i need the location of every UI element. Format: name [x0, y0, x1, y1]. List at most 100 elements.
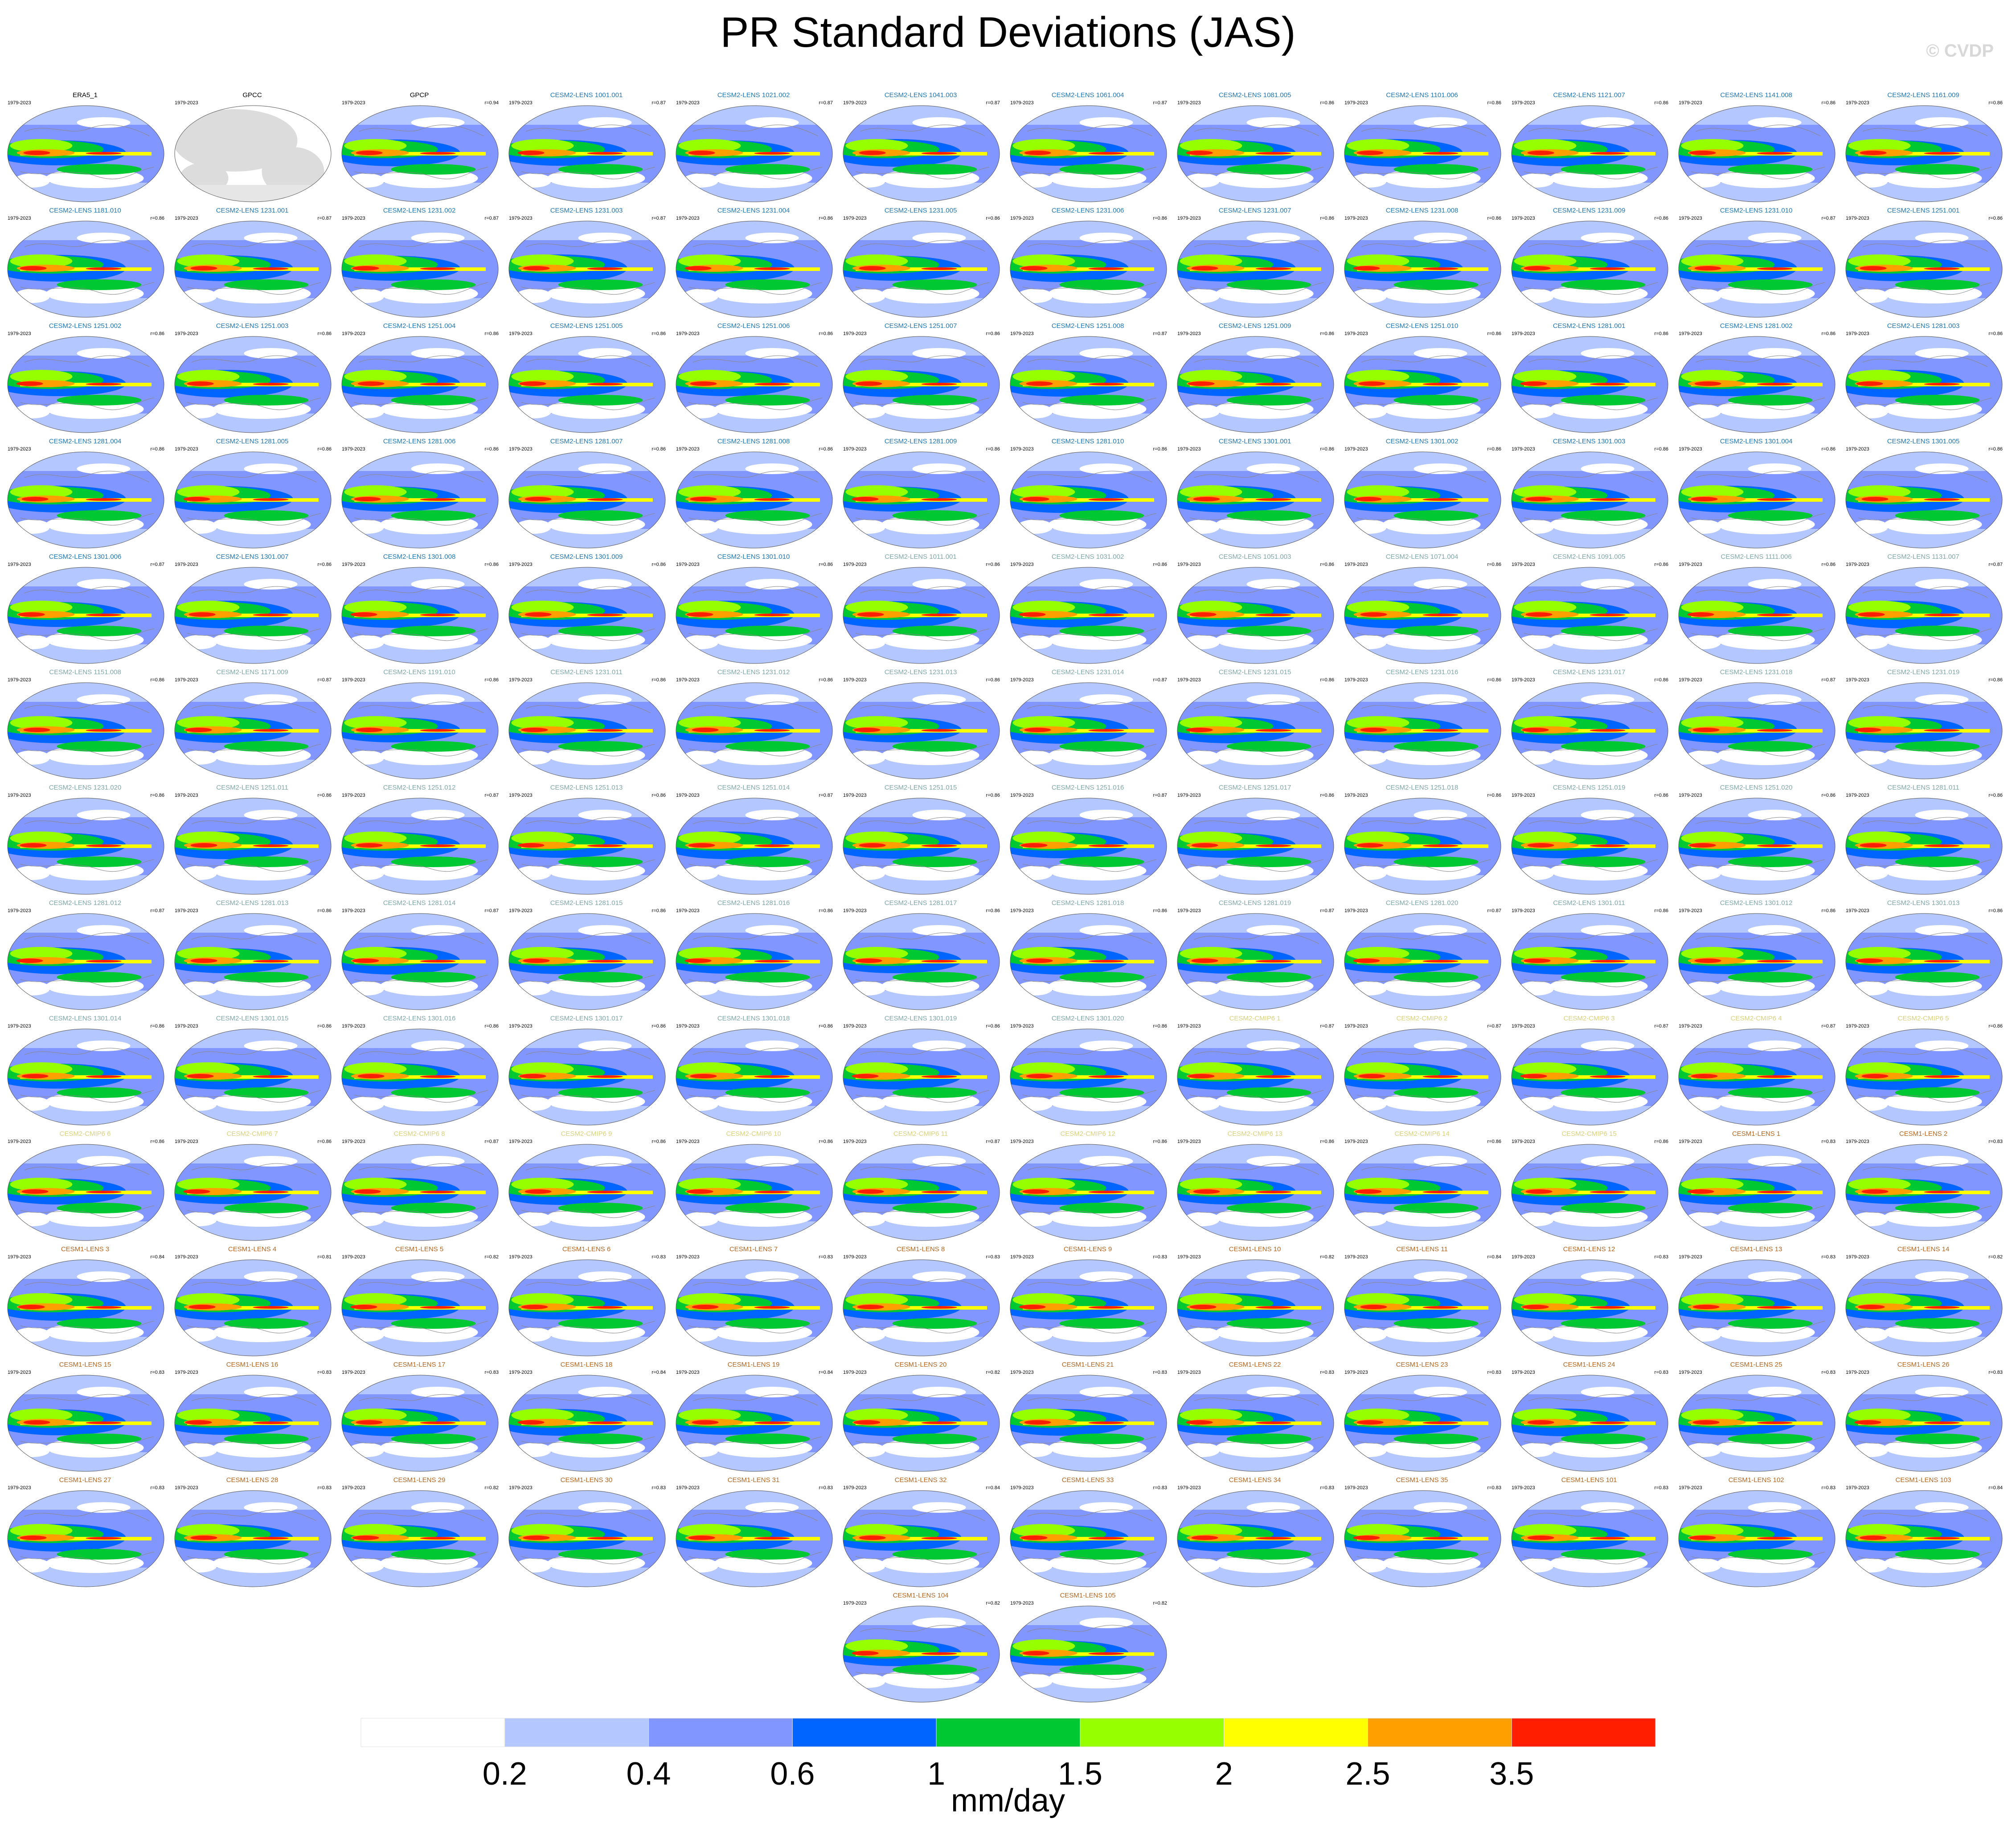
- panel-title: CESM2-LENS 1301.009: [550, 553, 623, 561]
- precip-field: [690, 1074, 717, 1078]
- precip-field: [856, 152, 987, 156]
- precip-field: [1861, 1074, 1889, 1078]
- coastline: [1528, 701, 1654, 713]
- precip-field: [224, 510, 309, 521]
- precip-field: [845, 947, 908, 960]
- map-panel: GPCC 1979-2023: [169, 91, 335, 205]
- panel-title: CESM2-LENS 1251.005: [550, 322, 623, 330]
- precip-field: [678, 139, 741, 152]
- precip-field: [1012, 601, 1075, 614]
- precip-field: [1351, 289, 1387, 303]
- panel-years: 1979-2023: [1177, 677, 1201, 683]
- panel-correlation: r=0.86: [1320, 331, 1335, 336]
- map-panel: CESM2-LENS 1151.008 1979-2023 r=0.86: [2, 668, 168, 782]
- coastline: [692, 471, 818, 483]
- panel-correlation: r=0.86: [1654, 908, 1669, 913]
- world-map: [1344, 1259, 1501, 1356]
- precip-field: [344, 1062, 407, 1076]
- precip-field: [754, 960, 790, 963]
- panel-title: CESM2-CMIP6 10: [726, 1130, 781, 1138]
- world-map: [1511, 1490, 1668, 1587]
- precip-field: [856, 1421, 987, 1425]
- precip-field: [1685, 981, 1721, 995]
- panel-years: 1979-2023: [342, 908, 365, 913]
- coastline: [1361, 1278, 1487, 1290]
- precip-field: [10, 485, 73, 499]
- precip-field: [57, 164, 142, 175]
- world-map: [1845, 913, 2003, 1010]
- map-border: [7, 913, 164, 1010]
- world-map: [1845, 1144, 2003, 1241]
- panel-years: 1979-2023: [1512, 1139, 1535, 1144]
- coastline: [1528, 932, 1654, 944]
- precip-field: [14, 173, 50, 188]
- precip-field: [187, 1537, 319, 1540]
- precip-field: [511, 139, 574, 152]
- coastline: [860, 240, 985, 252]
- precip-field: [190, 843, 217, 848]
- precip-field: [344, 1524, 407, 1537]
- coastline: [1189, 859, 1324, 872]
- panel-correlation: r=0.87: [1320, 908, 1335, 913]
- panel-correlation: r=0.87: [1320, 1024, 1335, 1029]
- map-panel: CESM1-LENS 18 1979-2023 r=0.84: [504, 1361, 669, 1474]
- panel-years: 1979-2023: [1846, 908, 1869, 913]
- panel-title: CESM1-LENS 101: [1561, 1476, 1617, 1484]
- precip-field: [344, 370, 407, 383]
- precip-field: [354, 844, 486, 848]
- coastline: [1027, 586, 1152, 598]
- world-map: [1177, 1028, 1334, 1126]
- precip-field: [1527, 1420, 1554, 1425]
- map-border: [341, 1375, 499, 1472]
- world-map: [1845, 451, 2003, 549]
- world-map: [341, 1028, 499, 1126]
- precip-field: [1681, 947, 1744, 960]
- precip-field: [177, 1178, 240, 1191]
- precip-field: [177, 1524, 240, 1537]
- precip-field: [892, 626, 977, 636]
- map-panel: CESM1-LENS 9 1979-2023 r=0.83: [1005, 1245, 1171, 1359]
- precip-field: [1691, 1306, 1823, 1310]
- panel-title: CESM1-LENS 11: [1396, 1245, 1448, 1253]
- precip-field: [1687, 612, 1714, 617]
- precip-field: [352, 266, 379, 270]
- precip-field: [1514, 601, 1577, 614]
- coastline: [860, 701, 985, 713]
- panel-title: CESM2-CMIP6 15: [1561, 1130, 1617, 1138]
- panel-correlation: r=0.87: [1487, 1024, 1502, 1029]
- precip-field: [420, 729, 456, 732]
- panel-title: CESM2-LENS 1041.003: [884, 91, 957, 99]
- precip-field: [690, 497, 717, 501]
- panel-title: CESM1-LENS 24: [1563, 1361, 1615, 1368]
- coastline: [358, 817, 484, 829]
- panel-years: 1979-2023: [843, 1139, 867, 1144]
- map-panel: CESM2-LENS 1171.009 1979-2023 r=0.87: [169, 668, 335, 782]
- panel-title: CESM1-LENS 10: [1229, 1245, 1281, 1253]
- map-panel: CESM2-LENS 1251.012 1979-2023 r=0.87: [336, 784, 502, 897]
- precip-field: [845, 254, 908, 268]
- map-panel: CESM2-LENS 1251.001 1979-2023 r=0.86: [1840, 207, 2006, 320]
- precip-field: [1422, 152, 1459, 155]
- precip-field: [1023, 1191, 1154, 1194]
- map-panel: CESM2-LENS 1301.017 1979-2023 r=0.86: [504, 1015, 669, 1128]
- precip-field: [1514, 1178, 1577, 1191]
- panel-correlation: r=0.86: [819, 562, 833, 567]
- panel-correlation: r=0.86: [1487, 446, 1502, 452]
- precip-field: [1691, 614, 1823, 617]
- world-map: [676, 1144, 833, 1241]
- panel-years: 1979-2023: [509, 100, 533, 106]
- precip-field: [1561, 856, 1646, 867]
- precip-field: [1854, 728, 1881, 732]
- world-map: [843, 1375, 1000, 1472]
- coastline: [354, 1436, 488, 1449]
- panel-years: 1979-2023: [1512, 562, 1535, 567]
- precip-field: [1694, 266, 1721, 270]
- precip-field: [688, 960, 820, 963]
- panel-correlation: r=0.86: [150, 677, 165, 683]
- panel-years: 1979-2023: [676, 446, 700, 452]
- precip-field: [1692, 728, 1720, 732]
- panel-years: 1979-2023: [342, 216, 365, 221]
- precip-field: [511, 370, 574, 383]
- panel-title: CESM2-LENS 1101.006: [1386, 91, 1458, 99]
- map-border: [1678, 451, 1836, 549]
